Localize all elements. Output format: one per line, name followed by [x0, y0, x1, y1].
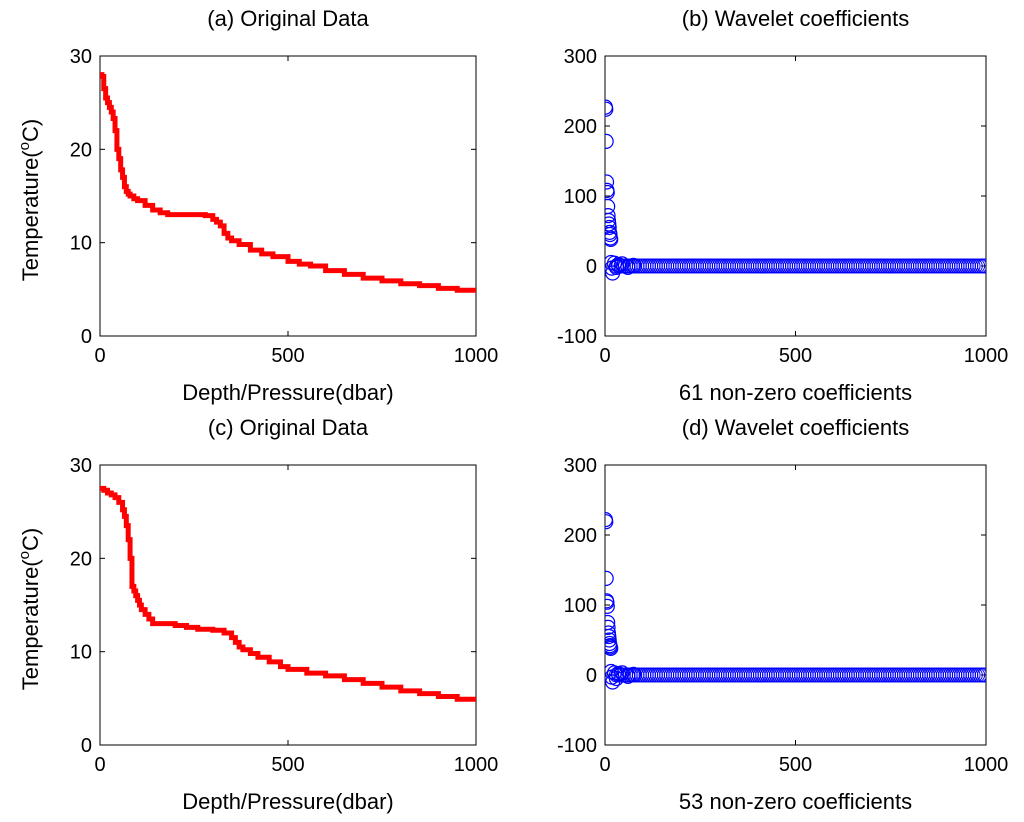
x-tick-label: 1000	[454, 754, 499, 776]
x-tick-label: 500	[779, 345, 812, 367]
y-tick-label: 10	[70, 642, 92, 664]
subplot-title: (b) Wavelet coefficients	[682, 6, 909, 31]
y-tick-label: -100	[557, 326, 597, 348]
coefficient-marker	[625, 257, 642, 273]
y-tick-label: 0	[81, 735, 92, 757]
y-tick-label: 20	[70, 139, 92, 161]
coefficient-marker	[605, 198, 616, 215]
coefficient-marker	[605, 133, 614, 149]
coefficient-marker	[625, 666, 642, 682]
coefficient-marker	[976, 667, 986, 683]
x-tick-label: 500	[779, 754, 812, 776]
subplot-title: (c) Original Data	[208, 415, 369, 440]
coefficient-marker	[605, 219, 617, 236]
coefficient-marker	[605, 101, 614, 117]
x-tick-label: 0	[599, 345, 610, 367]
x-axis-label: 53 non-zero coefficients	[679, 789, 912, 814]
coefficient-marker	[605, 640, 619, 656]
y-tick-label: 100	[564, 186, 597, 208]
y-tick-label: 20	[70, 548, 92, 570]
y-axis-label: Temperature(oC)	[16, 119, 43, 281]
x-tick-label: 1000	[964, 754, 1009, 776]
y-tick-label: 0	[586, 256, 597, 278]
axes-box	[99, 55, 477, 337]
y-tick-label: 200	[564, 116, 597, 138]
coefficient-marker	[605, 594, 615, 610]
x-tick-label: 500	[271, 754, 304, 776]
subplot-title: (d) Wavelet coefficients	[682, 415, 909, 440]
coefficient-marker	[976, 258, 986, 274]
plot-area	[100, 72, 476, 293]
coefficient-marker	[605, 570, 614, 586]
temperature-line	[100, 72, 476, 293]
coefficient-marker	[605, 598, 615, 614]
x-tick-label: 1000	[964, 345, 1009, 367]
y-tick-label: 0	[586, 665, 597, 687]
axes-box	[604, 55, 987, 337]
x-axis-label: Depth/Pressure(dbar)	[182, 380, 394, 405]
subplot-title: (a) Original Data	[207, 6, 369, 31]
y-axis-label: Temperature(oC)	[16, 528, 43, 690]
y-tick-label: 30	[70, 455, 92, 477]
axes-box	[604, 464, 987, 746]
plot-area	[100, 485, 476, 702]
coefficient-marker	[605, 514, 614, 530]
subplot-1: 0 500 1000 0 10 20 30 (a) Original Data Depth/Pr…	[16, 6, 498, 405]
y-tick-label: 300	[564, 455, 597, 477]
y-tick-label: 300	[564, 46, 597, 68]
x-tick-label: 1000	[454, 345, 499, 367]
y-tick-label: 10	[70, 233, 92, 255]
x-axis-label: 61 non-zero coefficients	[679, 380, 912, 405]
coefficient-marker	[605, 619, 616, 635]
x-tick-label: 0	[94, 754, 105, 776]
x-axis-label: Depth/Pressure(dbar)	[182, 789, 394, 814]
y-tick-label: 30	[70, 46, 92, 68]
y-tick-label: 200	[564, 525, 597, 547]
coefficient-marker	[605, 674, 621, 690]
temperature-line	[100, 485, 476, 702]
y-tick-label: 100	[564, 595, 597, 617]
plot-area	[605, 99, 986, 281]
coefficient-marker	[605, 231, 619, 247]
coefficient-marker	[605, 174, 615, 190]
x-tick-label: 500	[271, 345, 304, 367]
x-tick-label: 0	[94, 345, 105, 367]
plot-area	[605, 512, 986, 690]
subplot-3: 0 500 1000 0 10 20 30 (c) Original Data Depth/Pr…	[16, 415, 498, 814]
coefficient-marker	[605, 208, 616, 224]
axes-box	[99, 464, 477, 746]
x-tick-label: 0	[599, 754, 610, 776]
y-tick-label: -100	[557, 735, 597, 757]
y-tick-label: 0	[81, 326, 92, 348]
